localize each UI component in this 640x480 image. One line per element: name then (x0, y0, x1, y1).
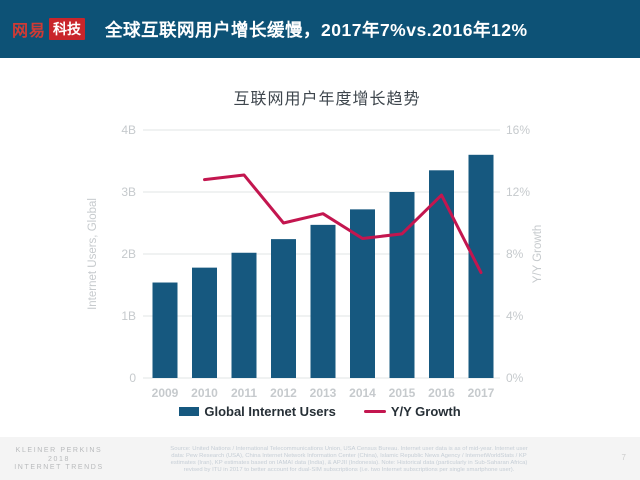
left-axis-tick: 3B (121, 185, 136, 199)
right-axis-tick: 16% (506, 123, 530, 137)
right-axis-tick: 8% (506, 247, 524, 261)
source-line: data: Pew Research (USA), China Internet… (171, 452, 527, 459)
netease-tech-logo: 网易 科技 (12, 17, 86, 41)
source-line: Source: United Nations / International T… (170, 446, 528, 452)
left-axis-title: Internet Users, Global (87, 198, 99, 310)
legend-label-bars: Global Internet Users (204, 404, 336, 419)
brand-line: 2018 (48, 455, 70, 463)
growth-line (203, 173, 483, 275)
left-axis-tick: 2B (121, 247, 136, 261)
right-axis-tick: 12% (506, 185, 530, 199)
legend-item-line: Y/Y Growth (363, 404, 461, 419)
x-axis-label-2010: 2010 (191, 386, 218, 400)
bar-swatch-icon (179, 407, 200, 416)
x-axis-label-2016: 2016 (428, 386, 455, 400)
bar-2013 (310, 224, 336, 378)
x-axis-label-2013: 2013 (310, 386, 337, 400)
source-note: Source: United Nations / International T… (150, 446, 548, 474)
x-axis-label-2017: 2017 (468, 386, 495, 400)
footer-band: KLEINER PERKINS 2018 INTERNET TRENDS Sou… (0, 437, 640, 480)
line-swatch-icon (363, 410, 386, 413)
bar-2011 (231, 252, 257, 378)
x-axis-label-2012: 2012 (270, 386, 297, 400)
right-axis-title: Y/Y Growth (532, 225, 544, 284)
chart-legend: Global Internet Users Y/Y Growth (0, 404, 640, 419)
bar-2009 (152, 282, 178, 378)
source-line: revised by ITU in 2017 to better account… (183, 466, 515, 473)
x-axis-label-2015: 2015 (389, 386, 416, 400)
legend-label-line: Y/Y Growth (390, 404, 461, 419)
bar-2015 (389, 192, 415, 378)
slide-title: 全球互联网用户增长缓慢，2017年7%vs.2016年12% (105, 19, 528, 40)
right-axis-tick: 0% (506, 371, 524, 385)
right-axis-tick: 4% (506, 309, 524, 323)
x-axis-label-2014: 2014 (349, 386, 376, 400)
netease-logo-text: 网易 (12, 23, 47, 40)
x-axis-label-2011: 2011 (231, 386, 257, 400)
bar-2012 (271, 239, 296, 378)
chart-title: 互联网用户年度增长趋势 (233, 91, 421, 108)
bar-2010 (192, 267, 217, 378)
brand-line: INTERNET TRENDS (14, 464, 104, 472)
brand-line: KLEINER PERKINS (15, 447, 103, 454)
tech-logo-badge: 科技 (49, 18, 86, 40)
bar-2017 (468, 154, 494, 378)
header-bar: 网易 科技 全球互联网用户增长缓慢，2017年7%vs.2016年12% (0, 0, 640, 58)
left-axis-tick: 0 (129, 371, 136, 385)
legend-item-bars: Global Internet Users (179, 404, 336, 419)
kleiner-perkins-brand: KLEINER PERKINS 2018 INTERNET TRENDS (8, 447, 110, 473)
x-axis-label-2009: 2009 (152, 386, 179, 400)
left-axis-tick: 1B (121, 309, 136, 323)
page-number: 7 (621, 453, 626, 462)
left-axis-tick: 4B (121, 123, 136, 137)
bar-2016 (429, 170, 454, 378)
source-line: estimates (Iran), KP estimates based on … (170, 459, 528, 466)
